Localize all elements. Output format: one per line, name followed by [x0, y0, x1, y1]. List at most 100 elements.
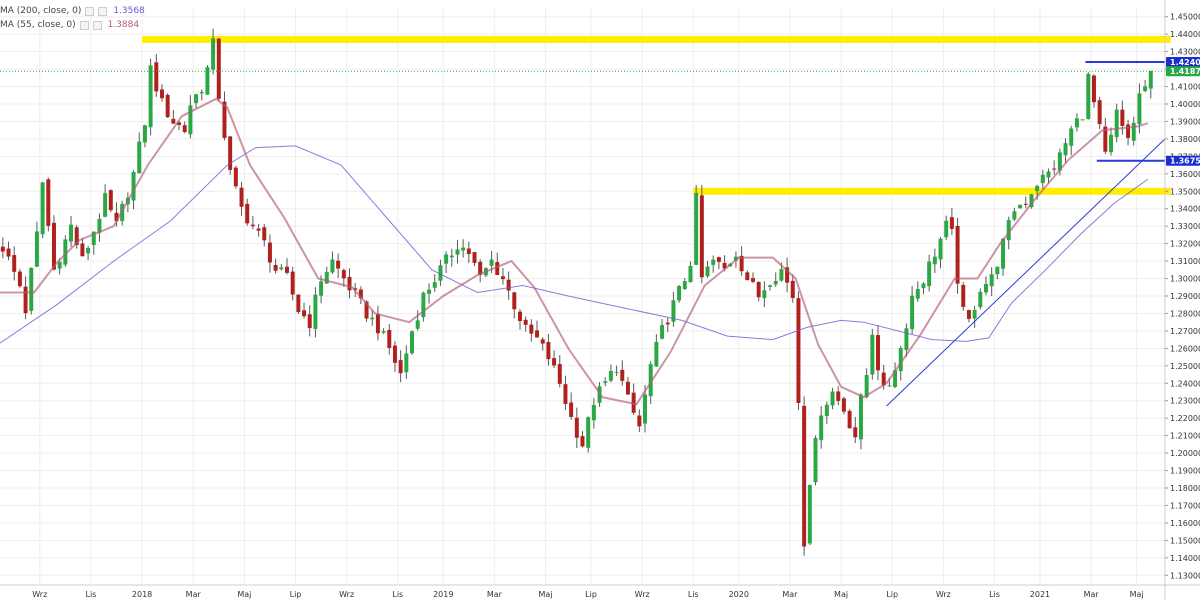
candle-body: [978, 291, 983, 308]
candle-body: [1063, 143, 1068, 156]
candle-body: [182, 125, 187, 133]
candle-body: [375, 314, 380, 334]
x-tick-label: Maj: [539, 590, 553, 599]
candle-body: [392, 345, 397, 363]
trend-line: [886, 138, 1166, 407]
candle-body: [637, 415, 642, 427]
candle-body: [802, 405, 807, 547]
candle-body: [847, 410, 852, 429]
settings-icon[interactable]: [85, 6, 95, 16]
candle-body: [262, 227, 267, 241]
y-tick-label: 1.27000: [1170, 327, 1200, 336]
candle-body: [188, 105, 193, 135]
ma200-value: 1.3568: [113, 6, 145, 16]
candle-body: [785, 267, 790, 283]
candle-body: [284, 266, 289, 273]
x-tick-label: Lis: [688, 590, 699, 599]
resistance-zone: [142, 35, 1171, 43]
candle-body: [1006, 220, 1011, 241]
y-tick-label: 1.17000: [1170, 501, 1200, 510]
candle-body: [881, 372, 886, 386]
candle-body: [23, 286, 28, 314]
y-tick-label: 1.40000: [1170, 100, 1200, 109]
candle-body: [80, 243, 85, 257]
candle-body: [745, 272, 750, 281]
candle-body: [699, 195, 704, 278]
candle-body: [177, 122, 182, 125]
candle-body: [51, 222, 56, 270]
candle-body: [921, 283, 926, 289]
candle-body: [267, 242, 272, 263]
candle-body: [983, 284, 988, 293]
last-price-label: 1.41878: [1170, 67, 1200, 76]
price-axis[interactable]: 1.450001.440001.430001.420001.410001.400…: [1165, 13, 1200, 581]
candle-body: [461, 247, 466, 251]
candle-body: [1131, 122, 1136, 141]
close-icon[interactable]: [92, 20, 102, 30]
candle-body: [1018, 204, 1023, 209]
x-tick-label: Lip: [290, 590, 302, 599]
candle-body: [69, 224, 74, 242]
candle-body: [1114, 109, 1119, 138]
candle-body: [307, 314, 312, 329]
candle-body: [608, 370, 613, 381]
candle-body: [410, 331, 415, 354]
candle-body: [86, 248, 91, 254]
x-tick-label: Wrz: [936, 590, 951, 599]
candle-body: [40, 182, 45, 235]
y-tick-label: 1.13000: [1170, 571, 1200, 580]
candle-body: [159, 89, 164, 99]
candle-body: [273, 264, 278, 271]
candle-body: [557, 364, 562, 384]
candle-body: [620, 369, 625, 381]
candle-body: [938, 238, 943, 260]
candle-body: [245, 203, 250, 224]
candle-body: [540, 339, 545, 344]
time-axis[interactable]: Wrz Lis 2018 Mar Maj Lip Wrz Lis 2019 Mar Maj Lip Wr…: [32, 590, 1143, 599]
candle-body: [1137, 93, 1142, 125]
candle-body: [444, 254, 449, 264]
candle-body: [552, 358, 557, 366]
y-tick-label: 1.21000: [1170, 432, 1200, 441]
legend-row-ma200[interactable]: MA (200, close, 0) 1.3568: [0, 4, 145, 18]
candle-body: [972, 309, 977, 319]
candle-body: [500, 276, 505, 280]
legend-row-ma55[interactable]: MA (55, close, 0) 1.3884: [0, 18, 145, 32]
x-tick-label: Lip: [886, 590, 898, 599]
candle-body: [904, 328, 909, 350]
candle-body: [819, 415, 824, 441]
candle-body: [1103, 126, 1108, 152]
candle-body: [478, 261, 483, 275]
candle-body: [222, 101, 227, 138]
indicator-legend: MA (200, close, 0) 1.3568 MA (55, close,…: [0, 4, 145, 32]
candle-body: [1126, 124, 1131, 138]
price-zones: [142, 35, 1171, 195]
candle-body: [955, 225, 960, 284]
close-icon[interactable]: [98, 6, 108, 16]
candle-body: [807, 485, 812, 544]
candle-body: [256, 228, 261, 231]
candle-body: [319, 281, 324, 296]
candle-body: [989, 274, 994, 287]
candle-body: [586, 417, 591, 448]
candle-body: [17, 271, 22, 287]
candle-body: [46, 179, 51, 226]
y-tick-label: 1.33000: [1170, 222, 1200, 231]
candle-body: [330, 259, 335, 273]
candle-body: [205, 67, 210, 95]
y-tick-label: 1.15000: [1170, 536, 1200, 545]
ma55-line: [0, 97, 1149, 406]
y-tick-label: 1.16000: [1170, 519, 1200, 528]
candle-body: [12, 255, 17, 272]
candle-body: [279, 267, 284, 270]
candle-body: [722, 262, 727, 269]
moving-averages: [0, 97, 1149, 406]
settings-icon[interactable]: [79, 20, 89, 30]
x-tick-label: Lis: [392, 590, 403, 599]
candle-body: [171, 118, 176, 124]
candle-body: [569, 402, 574, 417]
y-tick-label: 1.28000: [1170, 309, 1200, 318]
candle-body: [813, 437, 818, 483]
candle-body: [1143, 86, 1148, 92]
